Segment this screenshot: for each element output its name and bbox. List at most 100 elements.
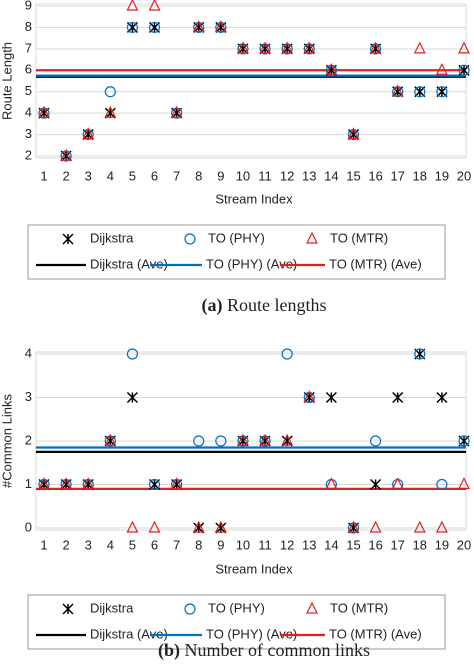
triangle-marker xyxy=(236,433,249,446)
y-tick-label: 8 xyxy=(25,19,32,34)
caption: (b) Number of common links xyxy=(158,640,370,661)
x-tick-label: 14 xyxy=(324,168,338,183)
x-tick-label: 19 xyxy=(435,168,449,183)
legend-label: TO (PHY) (Ave) xyxy=(206,626,297,641)
x-tick-label: 4 xyxy=(107,168,114,183)
triangle-marker xyxy=(192,20,205,33)
triangle-marker xyxy=(214,520,227,533)
caption-label: (a) xyxy=(202,295,223,316)
x-tick-label: 15 xyxy=(346,537,360,552)
y-tick-label: 2 xyxy=(25,432,32,447)
x-tick-label: 8 xyxy=(195,168,202,183)
legend-label: TO (MTR) xyxy=(330,600,388,615)
triangle-marker xyxy=(60,477,73,490)
legend-marker xyxy=(184,233,196,245)
y-tick-label: 4 xyxy=(25,345,32,360)
x-tick-label: 7 xyxy=(173,537,180,552)
triangle-marker xyxy=(303,41,316,54)
x-tick-label: 4 xyxy=(107,537,114,552)
x-tick-label: 18 xyxy=(413,168,427,183)
x-tick-label: 14 xyxy=(324,537,338,552)
x-tick-label: 17 xyxy=(390,537,404,552)
triangle-marker xyxy=(170,477,183,490)
triangle-marker xyxy=(104,105,117,118)
x-tick-label: 8 xyxy=(195,537,202,552)
x-marker xyxy=(193,522,205,534)
legend-label: Dijkstra xyxy=(90,230,134,245)
x-marker xyxy=(392,391,404,404)
x-marker xyxy=(104,107,116,119)
caption-text: Route lengths xyxy=(227,295,327,315)
x-marker xyxy=(325,391,337,404)
triangle-marker xyxy=(369,41,382,54)
triangle-marker xyxy=(192,520,205,533)
x-tick-label: 2 xyxy=(62,168,69,183)
triangle-marker xyxy=(126,520,139,533)
x-tick-label: 12 xyxy=(280,168,294,183)
y-axis-title: #Common Links xyxy=(0,394,14,488)
legend-label: Dijkstra (Ave) xyxy=(90,256,168,271)
legend-marker xyxy=(62,603,74,615)
x-tick-label: 5 xyxy=(129,537,136,552)
triangle-marker xyxy=(104,433,117,446)
x-tick-label: 7 xyxy=(173,168,180,183)
circle-marker xyxy=(458,435,470,447)
plot-frame xyxy=(35,3,467,159)
y-tick-label: 7 xyxy=(25,40,32,55)
legend-label: TO (MTR) xyxy=(330,230,388,245)
x-tick-label: 6 xyxy=(151,168,158,183)
x-tick-label: 1 xyxy=(40,168,47,183)
legend-marker xyxy=(306,231,318,244)
y-tick-label: 2 xyxy=(25,147,32,162)
x-tick-label: 16 xyxy=(368,168,382,183)
triangle-marker xyxy=(458,477,470,490)
x-tick-label: 9 xyxy=(217,168,224,183)
x-tick-label: 2 xyxy=(62,537,69,552)
triangle-marker xyxy=(391,84,404,97)
x-tick-label: 15 xyxy=(346,168,360,183)
x-tick-label: 20 xyxy=(457,537,471,552)
circle-marker xyxy=(458,64,470,76)
x-tick-label: 10 xyxy=(236,537,250,552)
x-tick-label: 3 xyxy=(85,168,92,183)
triangle-marker xyxy=(82,477,95,490)
circle-marker xyxy=(436,86,448,98)
y-tick-label: 3 xyxy=(25,126,32,141)
y-tick-label: 6 xyxy=(25,62,32,77)
x-marker xyxy=(436,391,448,404)
circle-marker xyxy=(148,478,161,491)
x-marker xyxy=(370,478,382,491)
triangle-marker xyxy=(369,520,382,533)
triangle-marker xyxy=(435,62,448,75)
x-tick-label: 3 xyxy=(85,537,92,552)
x-tick-label: 17 xyxy=(390,168,404,183)
triangle-marker xyxy=(60,148,73,161)
y-tick-label: 3 xyxy=(25,389,32,404)
caption-text: Number of common links xyxy=(185,640,370,660)
legend-label: Dijkstra xyxy=(90,600,134,615)
legend-label: TO (MTR) (Ave) xyxy=(329,626,422,641)
x-tick-label: 16 xyxy=(368,537,382,552)
triangle-marker xyxy=(303,390,316,403)
circle-marker xyxy=(104,86,116,98)
caption-label: (b) xyxy=(158,640,180,661)
y-tick-label: 0 xyxy=(25,519,32,534)
x-tick-label: 6 xyxy=(151,537,158,552)
legend-marker xyxy=(306,601,318,614)
triangle-marker xyxy=(126,0,139,11)
x-tick-label: 20 xyxy=(457,168,471,183)
triangle-marker xyxy=(435,520,448,533)
x-tick-label: 18 xyxy=(413,537,427,552)
triangle-marker xyxy=(148,520,161,533)
triangle-marker xyxy=(325,477,338,490)
triangle-marker xyxy=(259,433,272,446)
x-marker xyxy=(126,391,138,404)
triangle-marker xyxy=(281,41,294,54)
circle-marker xyxy=(436,478,448,491)
x-tick-label: 10 xyxy=(236,168,250,183)
x-tick-label: 11 xyxy=(258,537,272,552)
y-tick-label: 1 xyxy=(25,476,32,491)
y-tick-label: 4 xyxy=(25,105,32,120)
x-tick-label: 13 xyxy=(302,168,316,183)
